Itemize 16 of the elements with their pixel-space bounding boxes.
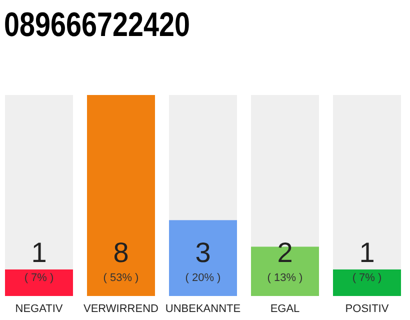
x-tick-label: VERWIRREND xyxy=(84,303,159,315)
annotation: 8 xyxy=(113,237,129,268)
chart-title: 089666722420 xyxy=(4,5,190,44)
data-label: ( 7% ) xyxy=(352,272,382,284)
data-label: ( 13% ) xyxy=(267,272,303,284)
annotation: 2 xyxy=(277,237,293,268)
x-tick-label: POSITIV xyxy=(345,303,390,315)
annotation: 1 xyxy=(31,237,47,268)
data-label: ( 53% ) xyxy=(103,272,139,284)
x-tick-label: EGAL xyxy=(270,303,300,315)
x-tick-label: NEGATIV xyxy=(15,303,64,315)
x-tick-label: UNBEKANNTE xyxy=(165,303,241,315)
annotation: 3 xyxy=(195,237,211,268)
annotation: 1 xyxy=(359,237,375,268)
data-label: ( 7% ) xyxy=(24,272,54,284)
data-label: ( 20% ) xyxy=(185,272,221,284)
